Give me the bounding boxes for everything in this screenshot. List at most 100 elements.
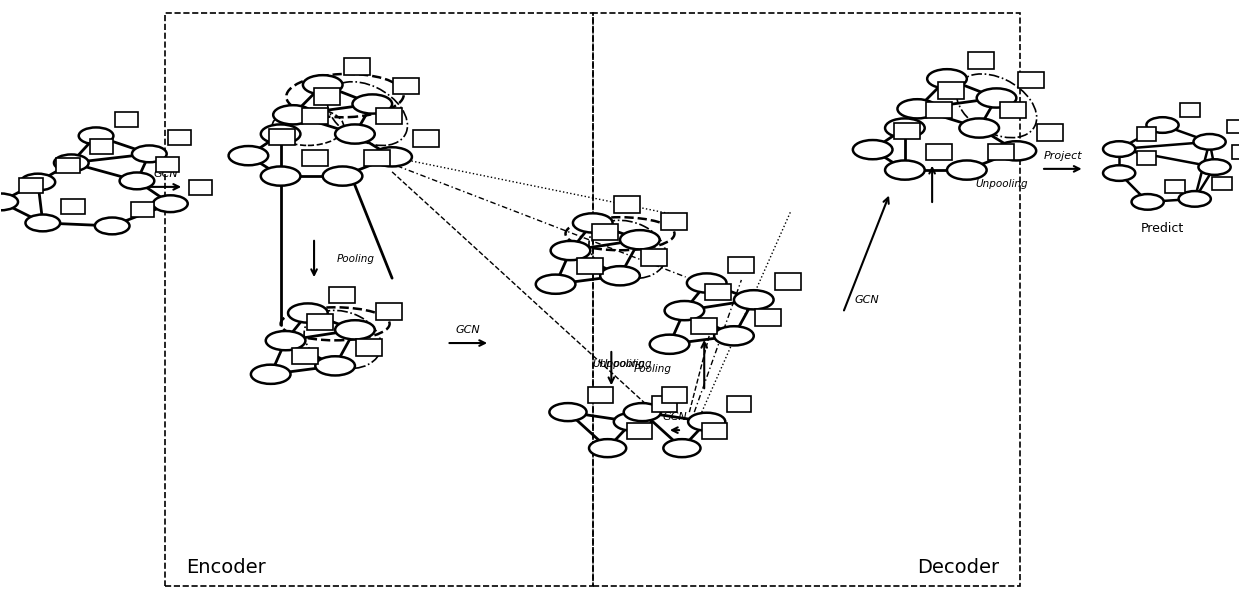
- Circle shape: [551, 241, 590, 260]
- Circle shape: [372, 147, 412, 167]
- Bar: [114, 112, 138, 127]
- Bar: [1137, 152, 1157, 165]
- Circle shape: [322, 167, 362, 185]
- Circle shape: [614, 413, 651, 431]
- Circle shape: [0, 193, 19, 210]
- Bar: [376, 303, 402, 320]
- Circle shape: [536, 275, 575, 294]
- Circle shape: [303, 75, 342, 95]
- Circle shape: [714, 326, 754, 346]
- Bar: [413, 131, 439, 147]
- Circle shape: [663, 439, 701, 457]
- Circle shape: [885, 161, 925, 179]
- Bar: [269, 129, 295, 146]
- Bar: [1179, 104, 1199, 117]
- Circle shape: [315, 356, 355, 376]
- Circle shape: [997, 141, 1037, 161]
- Circle shape: [734, 290, 774, 309]
- Circle shape: [273, 105, 312, 125]
- Bar: [314, 88, 340, 105]
- Circle shape: [288, 303, 327, 323]
- Bar: [188, 179, 212, 194]
- Text: GCN: GCN: [854, 295, 879, 305]
- Bar: [329, 287, 355, 303]
- Circle shape: [687, 273, 727, 293]
- Bar: [301, 150, 327, 166]
- Circle shape: [853, 140, 893, 160]
- Circle shape: [1132, 194, 1164, 209]
- Circle shape: [131, 146, 166, 163]
- Bar: [20, 178, 43, 193]
- Circle shape: [620, 230, 660, 249]
- Circle shape: [250, 365, 290, 384]
- Circle shape: [153, 195, 187, 212]
- Bar: [727, 397, 751, 412]
- Bar: [1137, 128, 1157, 141]
- Circle shape: [960, 119, 999, 138]
- Bar: [1018, 72, 1044, 88]
- Circle shape: [885, 119, 925, 138]
- Bar: [926, 102, 952, 118]
- Circle shape: [260, 125, 300, 144]
- Circle shape: [55, 155, 88, 171]
- Bar: [662, 387, 687, 403]
- Bar: [306, 314, 332, 330]
- Bar: [343, 58, 370, 75]
- Circle shape: [600, 266, 640, 285]
- Circle shape: [21, 173, 56, 190]
- Bar: [661, 213, 687, 229]
- Circle shape: [1147, 117, 1178, 133]
- Circle shape: [1104, 166, 1136, 181]
- Circle shape: [549, 403, 587, 421]
- Bar: [641, 249, 667, 265]
- Circle shape: [26, 214, 61, 231]
- Bar: [291, 348, 317, 364]
- Circle shape: [1198, 160, 1230, 175]
- Bar: [691, 318, 717, 334]
- Bar: [1226, 120, 1240, 134]
- Circle shape: [352, 95, 392, 114]
- Text: Encoder: Encoder: [186, 558, 267, 577]
- Bar: [577, 258, 603, 274]
- Text: Unpooling: Unpooling: [593, 359, 645, 369]
- Text: GCN: GCN: [153, 169, 177, 179]
- Circle shape: [94, 217, 129, 234]
- Bar: [614, 196, 640, 213]
- Bar: [1231, 146, 1240, 159]
- Bar: [591, 224, 618, 240]
- Circle shape: [589, 439, 626, 457]
- Bar: [356, 340, 382, 356]
- Circle shape: [260, 167, 300, 185]
- Circle shape: [78, 128, 113, 144]
- Bar: [1166, 180, 1184, 193]
- Circle shape: [665, 301, 704, 320]
- Bar: [363, 150, 389, 166]
- Bar: [706, 284, 732, 300]
- Text: Decoder: Decoder: [918, 558, 999, 577]
- Circle shape: [335, 320, 374, 340]
- Bar: [62, 199, 84, 214]
- Bar: [1038, 125, 1064, 141]
- Bar: [155, 157, 179, 172]
- Bar: [728, 256, 754, 273]
- Bar: [988, 144, 1014, 160]
- Circle shape: [898, 99, 937, 119]
- Circle shape: [119, 172, 154, 189]
- Circle shape: [1178, 191, 1210, 206]
- Bar: [1001, 102, 1027, 118]
- Bar: [702, 423, 727, 438]
- Bar: [926, 144, 952, 160]
- Circle shape: [335, 125, 374, 144]
- Circle shape: [624, 403, 661, 421]
- Circle shape: [573, 213, 613, 232]
- Text: Unpooling: Unpooling: [599, 359, 651, 369]
- Text: GCN: GCN: [662, 412, 687, 422]
- Text: Unpooling: Unpooling: [976, 179, 1028, 189]
- Bar: [1211, 177, 1231, 190]
- Bar: [775, 273, 801, 290]
- Circle shape: [265, 331, 305, 350]
- Bar: [939, 82, 965, 99]
- Bar: [57, 158, 79, 173]
- Circle shape: [228, 146, 268, 166]
- Circle shape: [1193, 134, 1225, 150]
